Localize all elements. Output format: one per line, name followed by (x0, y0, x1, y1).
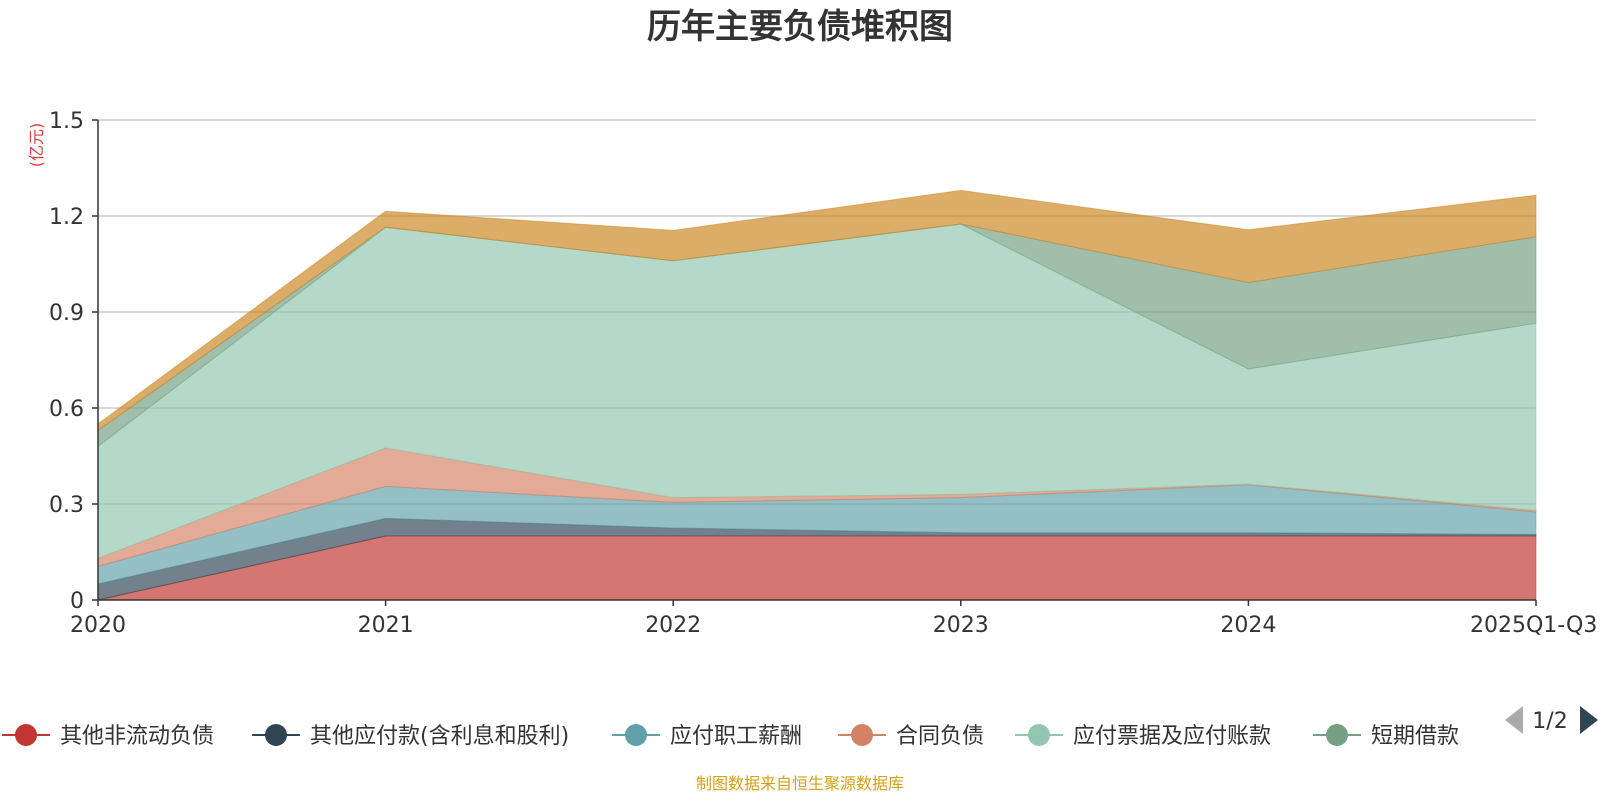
x-tick-label: 2025Q1-Q3 (1470, 613, 1597, 638)
y-tick-label: 1.2 (49, 205, 84, 230)
legend-pager[interactable]: 1/2 (1505, 706, 1598, 734)
legend-label: 其他非流动负债 (60, 724, 214, 749)
legend-page-indicator: 1/2 (1532, 709, 1567, 734)
x-tick-label: 2023 (933, 613, 989, 638)
y-tick-label: 0.3 (49, 493, 84, 518)
legend-item[interactable]: 其他非流动负债 (2, 724, 214, 749)
legend-marker-icon (1028, 724, 1050, 746)
legend-prev-page-icon[interactable] (1505, 706, 1523, 734)
y-axis-ticks: 0 0.3 0.6 0.9 1.2 1.5 (49, 109, 98, 614)
series-areas (97, 189, 1537, 601)
legend-label: 合同负债 (896, 724, 984, 749)
legend-item[interactable]: 短期借款 (1313, 724, 1459, 749)
series-area-6 (97, 189, 1537, 432)
y-axis-unit-label: (亿元) (27, 123, 46, 168)
legend-marker-icon (625, 724, 647, 746)
legend-item[interactable]: 应付职工薪酬 (612, 724, 802, 749)
chart-title: 历年主要负债堆积图 (647, 7, 953, 47)
legend-next-page-icon[interactable] (1580, 706, 1598, 734)
legend-label: 短期借款 (1371, 724, 1459, 749)
legend-item[interactable]: 应付票据及应付账款 (1015, 724, 1271, 749)
legend-marker-icon (1326, 724, 1348, 746)
legend-label: 应付票据及应付账款 (1073, 724, 1271, 749)
y-tick-label: 0 (70, 589, 84, 614)
x-tick-label: 2021 (358, 613, 414, 638)
x-tick-label: 2022 (645, 613, 701, 638)
legend-item[interactable]: 其他应付款(含利息和股利) (252, 724, 569, 749)
x-tick-label: 2024 (1220, 613, 1276, 638)
data-source-note: 制图数据来自恒生聚源数据库 (696, 774, 904, 793)
x-tick-label: 2020 (70, 613, 126, 638)
y-tick-label: 1.5 (49, 109, 84, 134)
legend[interactable]: 其他非流动负债 其他应付款(含利息和股利) 应付职工薪酬 合同负债 应付票据及应付账款 短… (2, 724, 1459, 749)
legend-item[interactable]: 合同负债 (838, 724, 984, 749)
legend-label: 其他应付款(含利息和股利) (310, 724, 569, 749)
x-axis-ticks: 2020 2021 2022 2023 2024 2025Q1-Q3 (70, 600, 1597, 638)
y-tick-label: 0.9 (49, 301, 84, 326)
y-tick-label: 0.6 (49, 397, 84, 422)
legend-marker-icon (851, 724, 873, 746)
axes (97, 120, 1536, 601)
legend-label: 应付职工薪酬 (670, 724, 802, 749)
legend-marker-icon (265, 724, 287, 746)
legend-marker-icon (15, 724, 37, 746)
